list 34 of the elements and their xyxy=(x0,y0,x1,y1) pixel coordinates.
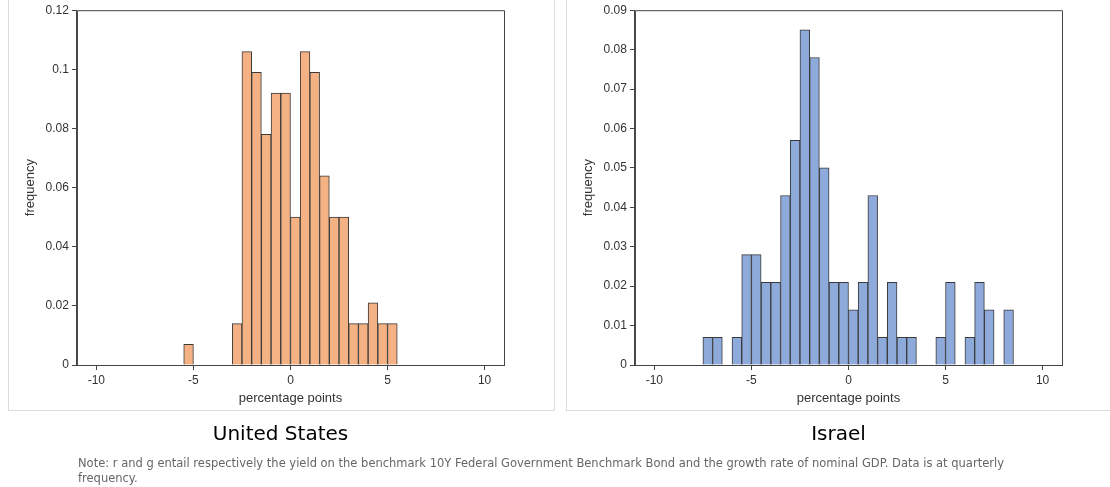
text: United States xyxy=(211,421,350,445)
y-tick-label: 0.05 xyxy=(603,160,628,175)
x-tick-label: 5 xyxy=(942,372,950,387)
x-tick-label: -10 xyxy=(645,372,664,387)
x-tick-label: 10 xyxy=(477,372,492,387)
y-tick-label: 0.02 xyxy=(45,298,70,313)
y-tick-label: 0.01 xyxy=(603,317,628,332)
y-tick-label: 0.07 xyxy=(603,81,628,96)
y-tick-label: 0.04 xyxy=(45,239,70,254)
x-axis-title: percentage points xyxy=(238,389,343,405)
y-tick-label: 0.06 xyxy=(45,179,70,194)
y-axis-title: frequency xyxy=(22,158,38,217)
y-tick-label: 0.08 xyxy=(45,120,70,135)
x-tick-label: 10 xyxy=(1035,372,1050,387)
x-tick-label: 5 xyxy=(384,372,392,387)
x-tick-label: 0 xyxy=(287,372,295,387)
x-tick-label: -10 xyxy=(87,372,106,387)
text: Note: r and g entail respectively the yield on the benchmark 10Y Federal Government Benchmark Bond and the growth rate of nominal GDP. Data is at quarterly frequency. xyxy=(78,456,1005,486)
x-tick-label: -5 xyxy=(188,372,200,387)
y-tick-label: 0.08 xyxy=(603,41,628,56)
x-tick-label: -5 xyxy=(746,372,758,387)
x-axis-title: percentage points xyxy=(796,389,901,405)
y-tick-label: 0.1 xyxy=(52,61,70,76)
y-tick-label: 0.09 xyxy=(603,2,628,17)
y-tick-label: 0.02 xyxy=(603,278,628,293)
y-tick-label: 0.06 xyxy=(603,120,628,135)
y-tick-label: 0 xyxy=(62,357,70,372)
y-tick-label: 0.03 xyxy=(603,239,628,254)
y-tick-label: 0.12 xyxy=(45,2,70,17)
y-tick-label: 0 xyxy=(620,357,628,372)
y-tick-label: 0.04 xyxy=(603,199,628,214)
x-tick-label: 0 xyxy=(845,372,853,387)
text: Israel xyxy=(810,421,867,445)
y-axis-title: frequency xyxy=(580,158,596,217)
